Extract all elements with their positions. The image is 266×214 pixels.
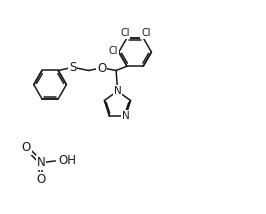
Text: Cl: Cl <box>108 46 118 56</box>
Text: N: N <box>114 86 121 96</box>
Text: OH: OH <box>59 155 77 168</box>
Text: S: S <box>69 61 76 74</box>
Text: O: O <box>36 173 45 186</box>
Text: O: O <box>97 62 106 75</box>
Text: N: N <box>36 156 45 169</box>
Text: Cl: Cl <box>120 28 130 38</box>
Text: O: O <box>22 141 31 154</box>
Text: Cl: Cl <box>141 28 151 38</box>
Text: N: N <box>122 111 130 121</box>
